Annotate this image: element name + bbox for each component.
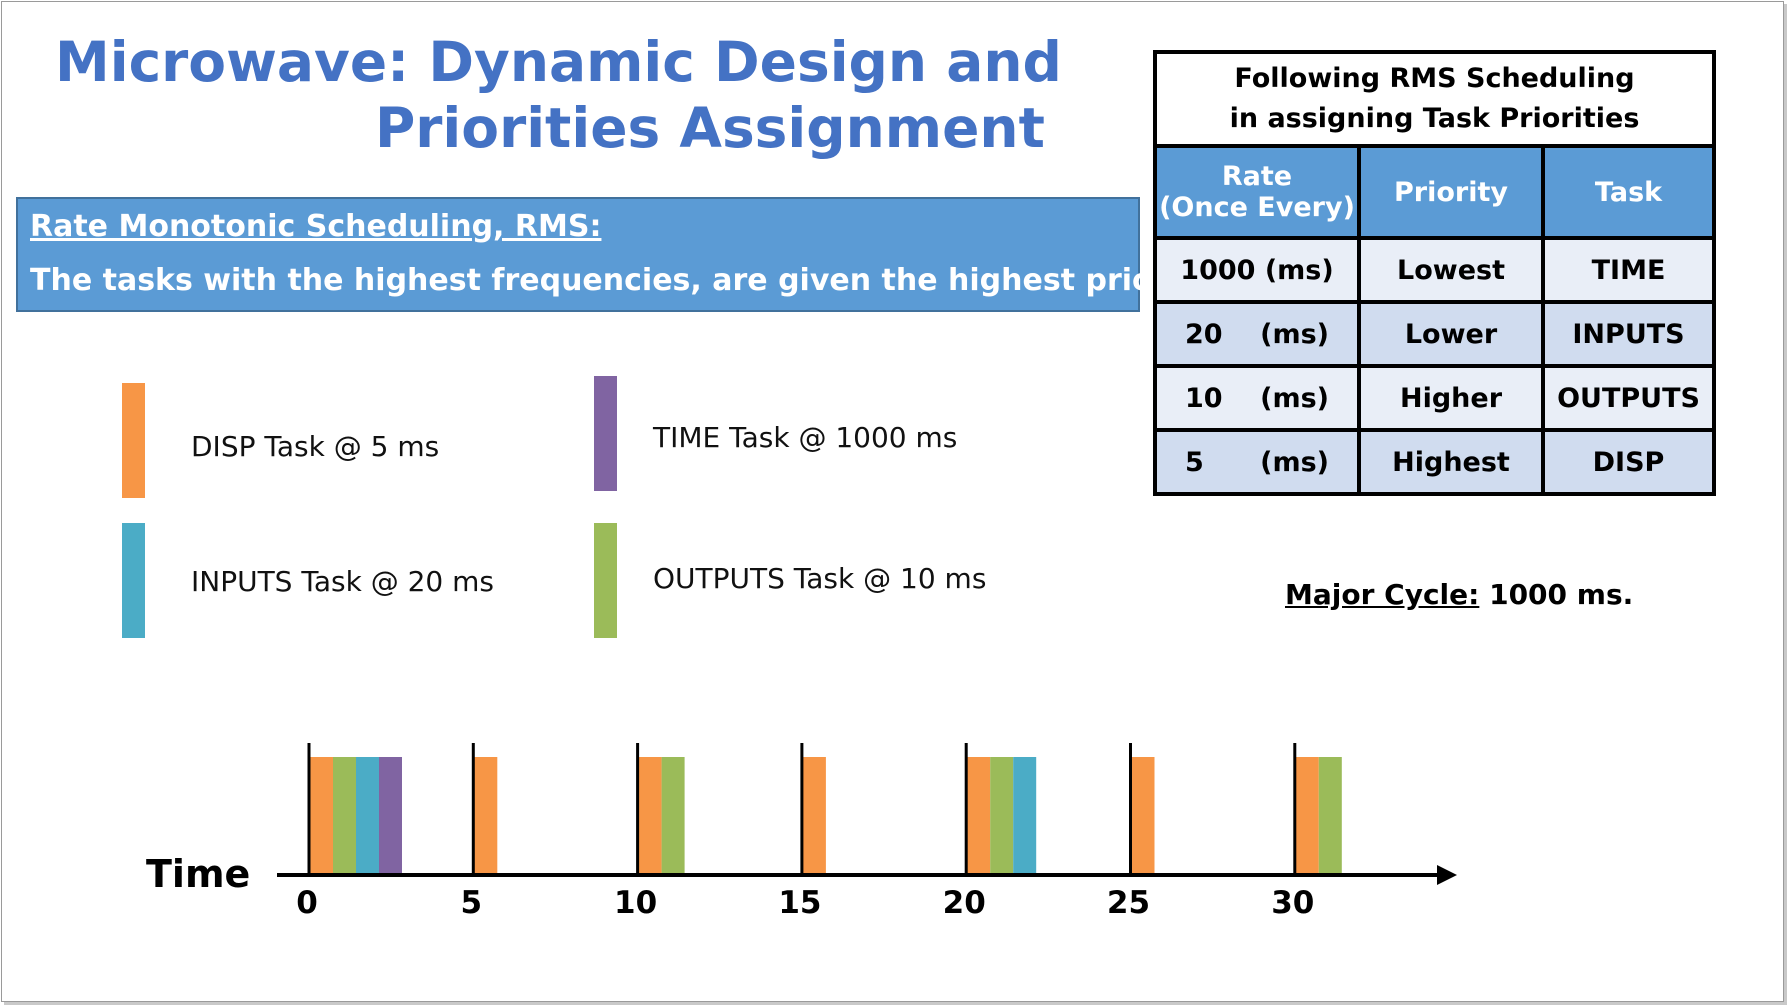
schedule-bar-disp (1131, 757, 1155, 875)
rms-heading: Rate Monotonic Scheduling, RMS: (30, 209, 602, 244)
cell-priority: Higher (1357, 364, 1545, 432)
header-priority: Priority (1357, 144, 1545, 240)
schedule-bar-time (379, 757, 402, 875)
table-row: 1000 (ms) Lowest TIME (1153, 236, 1716, 304)
legend-swatch-outputs (594, 523, 617, 638)
legend-label-time: TIME Task @ 1000 ms (653, 421, 958, 454)
table-caption-line1: Following RMS Scheduling (1234, 63, 1635, 94)
schedule-bar-disp (967, 757, 991, 875)
legend-label-disp: DISP Task @ 5 ms (191, 430, 440, 463)
schedule-bar-outputs (1318, 757, 1342, 875)
timeline-tick-label: 25 (1107, 885, 1150, 921)
axis-arrow-icon (1437, 865, 1457, 885)
legend-label-inputs: INPUTS Task @ 20 ms (191, 565, 494, 598)
major-cycle-label: Major Cycle: (1285, 578, 1480, 611)
frame-shadow-bottom (4, 1002, 1787, 1005)
rms-definition-box: Rate Monotonic Scheduling, RMS: The task… (16, 197, 1252, 312)
schedule-bar-inputs (1013, 757, 1037, 875)
header-rate-line2: (Once Every) (1159, 192, 1355, 223)
timeline-tick-label: 30 (1271, 885, 1314, 921)
timeline-tick-label: 15 (778, 885, 821, 921)
schedule-bar-disp (802, 757, 826, 875)
schedule-bar-disp (638, 757, 662, 875)
schedule-bar-disp (1295, 757, 1319, 875)
table-caption: Following RMS Scheduling in assigning Ta… (1153, 50, 1716, 148)
major-cycle: Major Cycle: 1000 ms. (1285, 578, 1633, 611)
table-row: 5 (ms) Highest DISP (1153, 428, 1716, 496)
table-header-row: Rate (Once Every) Priority Task (1153, 144, 1716, 240)
legend-label-outputs: OUTPUTS Task @ 10 ms (653, 562, 987, 595)
cell-priority: Lowest (1357, 236, 1545, 304)
table-caption-line2: in assigning Task Priorities (1229, 103, 1640, 134)
slide-title-line1: Microwave: Dynamic Design and (55, 30, 1062, 94)
cell-priority: Lower (1357, 300, 1545, 368)
cell-task: DISP (1541, 428, 1716, 496)
cell-task: OUTPUTS (1541, 364, 1716, 432)
table-row: 10 (ms) Higher OUTPUTS (1153, 364, 1716, 432)
table-row: 20 (ms) Lower INPUTS (1153, 300, 1716, 368)
header-task: Task (1541, 144, 1716, 240)
time-axis-label: Time (146, 852, 251, 896)
cell-rate: 10 (ms) (1153, 364, 1361, 432)
slide-title-line2: Priorities Assignment (375, 96, 1045, 160)
frame-shadow (1784, 4, 1787, 1005)
header-rate: Rate (Once Every) (1153, 144, 1361, 240)
cell-task: INPUTS (1541, 300, 1716, 368)
cell-rate: 20 (ms) (1153, 300, 1361, 368)
cell-rate: 1000 (ms) (1153, 236, 1361, 304)
schedule-bar-outputs (333, 757, 356, 875)
timeline-tick-label: 10 (614, 885, 657, 921)
rms-text: The tasks with the highest frequencies, … (30, 263, 1252, 298)
timeline-tick-label: 5 (461, 885, 483, 921)
cell-priority: Highest (1357, 428, 1545, 496)
cell-rate: 5 (ms) (1153, 428, 1361, 496)
cell-task: TIME (1541, 236, 1716, 304)
legend-swatch-time (594, 376, 617, 491)
priority-table: Following RMS Scheduling in assigning Ta… (1153, 50, 1716, 496)
legend-swatch-inputs (122, 523, 145, 638)
major-cycle-value: 1000 ms. (1479, 578, 1634, 611)
schedule-bar-disp (310, 757, 333, 875)
schedule-bar-outputs (990, 757, 1014, 875)
timeline-tick-label: 20 (943, 885, 986, 921)
timeline-tick-label: 0 (296, 885, 318, 921)
header-rate-line1: Rate (1221, 161, 1293, 192)
legend-swatch-disp (122, 383, 145, 498)
schedule-bar-outputs (661, 757, 685, 875)
schedule-bar-disp (474, 757, 498, 875)
schedule-bar-inputs (356, 757, 379, 875)
